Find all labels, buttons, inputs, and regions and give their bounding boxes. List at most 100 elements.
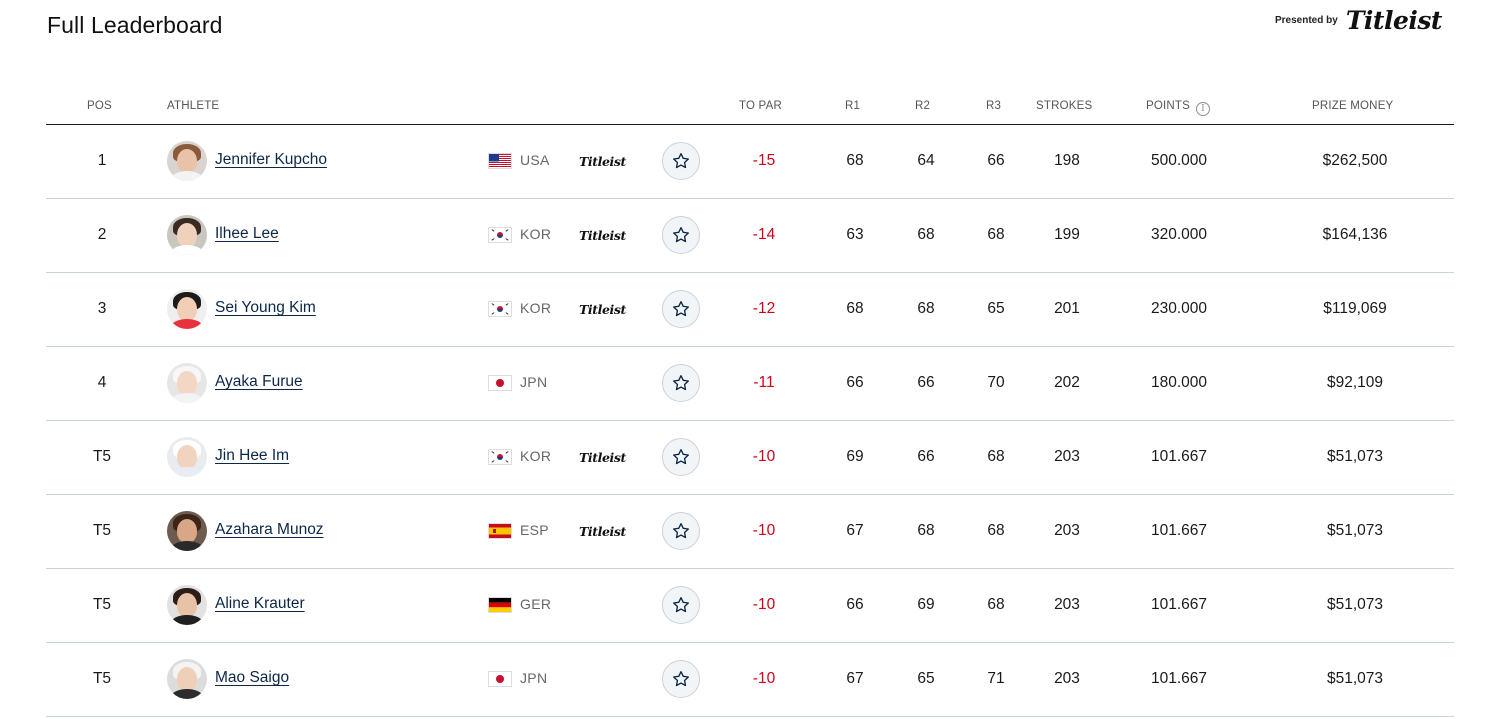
athlete-name-link[interactable]: Sei Young Kim bbox=[215, 299, 316, 316]
col-r1: R1 bbox=[845, 100, 861, 112]
country-code: JPN bbox=[520, 670, 548, 686]
col-r2: R2 bbox=[915, 100, 931, 112]
favorite-button[interactable] bbox=[662, 586, 700, 624]
korea-flag bbox=[488, 227, 512, 243]
avatar bbox=[167, 511, 207, 551]
titleist-logo[interactable]: Titleist bbox=[1345, 5, 1443, 35]
row-position: T5 bbox=[92, 596, 112, 613]
avatar bbox=[167, 363, 207, 403]
athlete-name-link[interactable]: Aline Krauter bbox=[215, 595, 305, 612]
row-position: 4 bbox=[97, 374, 107, 391]
row-position: T5 bbox=[92, 670, 112, 687]
row-position: T5 bbox=[92, 448, 112, 465]
germany-flag bbox=[488, 597, 512, 613]
prize-money: $119,069 bbox=[1323, 300, 1387, 317]
round-3-score: 68 bbox=[987, 448, 1005, 465]
leaderboard-rows: 1 Jennifer Kupcho USA Titleist -15 68 64 66 198 5… bbox=[46, 125, 1454, 717]
to-par: -12 bbox=[752, 300, 776, 317]
favorite-button[interactable] bbox=[662, 364, 700, 402]
titleist-logo: Titleist bbox=[579, 450, 626, 465]
star-icon bbox=[671, 373, 691, 393]
star-icon bbox=[671, 299, 691, 319]
total-strokes: 202 bbox=[1054, 374, 1080, 391]
favorite-button[interactable] bbox=[662, 216, 700, 254]
avatar bbox=[167, 289, 207, 329]
to-par: -15 bbox=[752, 152, 776, 169]
table-row: T5 Mao Saigo JPN -10 67 65 71 203 101.667 $51,073 bbox=[46, 643, 1454, 717]
table-row: 3 Sei Young Kim KOR Titleist -12 68 68 65 201 230… bbox=[46, 273, 1454, 347]
points-value: 101.667 bbox=[1150, 596, 1208, 613]
round-3-score: 70 bbox=[987, 374, 1005, 391]
athlete-name-link[interactable]: Azahara Munoz bbox=[215, 521, 324, 538]
table-row: T5 Aline Krauter GER -10 66 69 68 203 101.667 $51… bbox=[46, 569, 1454, 643]
total-strokes: 201 bbox=[1054, 300, 1080, 317]
favorite-button[interactable] bbox=[662, 290, 700, 328]
row-position: T5 bbox=[92, 522, 112, 539]
country-code: USA bbox=[520, 152, 550, 168]
points-value: 180.000 bbox=[1150, 374, 1208, 391]
titleist-logo: Titleist bbox=[579, 228, 626, 243]
row-position: 2 bbox=[97, 226, 107, 243]
prize-money: $92,109 bbox=[1326, 374, 1384, 391]
round-3-score: 68 bbox=[987, 226, 1005, 243]
country-code: ESP bbox=[520, 522, 549, 538]
prize-money: $51,073 bbox=[1326, 448, 1384, 465]
avatar bbox=[167, 585, 207, 625]
points-value: 101.667 bbox=[1150, 670, 1208, 687]
athlete-name-link[interactable]: Ilhee Lee bbox=[215, 225, 279, 242]
round-1-score: 63 bbox=[846, 226, 864, 243]
to-par: -11 bbox=[753, 374, 775, 391]
prize-money: $51,073 bbox=[1326, 670, 1384, 687]
japan-flag bbox=[488, 671, 512, 687]
round-2-score: 68 bbox=[917, 522, 935, 539]
country-code: GER bbox=[520, 596, 552, 612]
country-code: KOR bbox=[520, 300, 552, 316]
table-row: T5 Azahara Munoz ESP Titleist -10 67 68 68 203 10… bbox=[46, 495, 1454, 569]
round-1-score: 69 bbox=[846, 448, 864, 465]
country-code: KOR bbox=[520, 448, 552, 464]
sponsor-banner: Presented by Titleist bbox=[1275, 5, 1443, 35]
table-row: 4 Ayaka Furue JPN -11 66 66 70 202 180.000 $92,10… bbox=[46, 347, 1454, 421]
favorite-button[interactable] bbox=[662, 660, 700, 698]
points-value: 101.667 bbox=[1150, 522, 1208, 539]
prize-money: $51,073 bbox=[1326, 522, 1384, 539]
athlete-name-link[interactable]: Jennifer Kupcho bbox=[215, 151, 328, 168]
titleist-logo: Titleist bbox=[579, 154, 626, 169]
athlete-name-link[interactable]: Ayaka Furue bbox=[215, 373, 303, 390]
page-title: Full Leaderboard bbox=[47, 12, 223, 38]
round-3-score: 65 bbox=[987, 300, 1005, 317]
info-icon[interactable]: i bbox=[1196, 102, 1211, 116]
to-par: -10 bbox=[752, 522, 776, 539]
favorite-button[interactable] bbox=[662, 512, 700, 550]
favorite-button[interactable] bbox=[662, 438, 700, 476]
favorite-button[interactable] bbox=[662, 142, 700, 180]
round-1-score: 67 bbox=[846, 670, 864, 687]
round-3-score: 66 bbox=[987, 152, 1005, 169]
athlete-name-link[interactable]: Jin Hee Im bbox=[215, 447, 290, 464]
col-points: POINTS i bbox=[1146, 100, 1211, 116]
round-1-score: 66 bbox=[846, 374, 864, 391]
total-strokes: 203 bbox=[1054, 670, 1080, 687]
round-3-score: 68 bbox=[987, 522, 1005, 539]
star-icon bbox=[671, 521, 691, 541]
col-prize-money: PRIZE MONEY bbox=[1312, 100, 1394, 112]
country-code: KOR bbox=[520, 226, 552, 242]
points-value: 230.000 bbox=[1150, 300, 1208, 317]
round-2-score: 65 bbox=[917, 670, 935, 687]
to-par: -10 bbox=[752, 596, 776, 613]
star-icon bbox=[671, 151, 691, 171]
total-strokes: 203 bbox=[1054, 448, 1080, 465]
round-1-score: 67 bbox=[846, 522, 864, 539]
prize-money: $51,073 bbox=[1326, 596, 1384, 613]
to-par: -10 bbox=[752, 448, 776, 465]
star-icon bbox=[671, 225, 691, 245]
round-1-score: 68 bbox=[846, 300, 864, 317]
points-value: 101.667 bbox=[1150, 448, 1208, 465]
row-position: 3 bbox=[97, 300, 107, 317]
col-points-label: POINTS bbox=[1146, 100, 1191, 112]
korea-flag bbox=[488, 449, 512, 465]
athlete-name-link[interactable]: Mao Saigo bbox=[215, 669, 290, 686]
round-2-score: 68 bbox=[917, 300, 935, 317]
col-athlete: ATHLETE bbox=[167, 100, 220, 112]
titleist-logo: Titleist bbox=[579, 302, 626, 317]
